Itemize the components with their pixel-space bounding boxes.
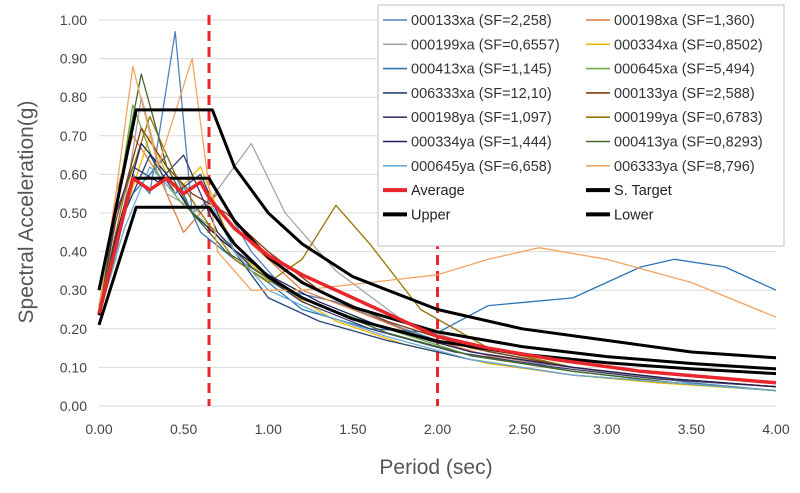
x-tick-label: 3.00 xyxy=(593,421,620,437)
y-tick-label: 0.60 xyxy=(60,166,87,182)
x-tick-label: 0.00 xyxy=(85,421,112,437)
legend-label: 000334ya (SF=1,444) xyxy=(411,135,552,151)
y-tick-label: 0.40 xyxy=(60,244,87,260)
y-tick-label: 0.50 xyxy=(60,205,87,221)
x-tick-label: 1.50 xyxy=(339,421,366,437)
legend: 000133xa (SF=2,258) 000198xa (SF=1,360) 00… xyxy=(377,4,785,247)
legend-label: 000133ya (SF=2,588) xyxy=(614,86,755,102)
record-series-line xyxy=(98,57,777,318)
y-tick-label: 0.90 xyxy=(60,51,87,67)
record-series-line xyxy=(98,73,777,392)
legend-label: 000133xa (SF=2,258) xyxy=(411,13,552,29)
envelope-series-line xyxy=(97,176,777,371)
legend-label: 000199xa (SF=0,6557) xyxy=(411,37,560,53)
x-axis-title: Period (sec) xyxy=(379,456,492,479)
y-tick-label: 0.80 xyxy=(60,89,87,105)
x-tick-label: 3.50 xyxy=(678,421,705,437)
legend-label: S. Target xyxy=(614,183,672,199)
legend-label: 000413ya (SF=0,8293) xyxy=(614,135,763,151)
envelope-series-line xyxy=(97,205,777,376)
axis-ticks: 0.00 0.10 0.20 0.30 0.40 0.50 0.60 0.70 0.80 0.90… xyxy=(60,12,790,437)
legend-label: Average xyxy=(411,183,465,199)
y-tick-label: 0.20 xyxy=(60,321,87,337)
envelope-series-line xyxy=(97,176,777,385)
x-tick-label: 1.00 xyxy=(255,421,282,437)
x-tick-label: 4.00 xyxy=(762,421,789,437)
legend-label: 006333xa (SF=12,10) xyxy=(411,86,552,102)
legend-label: 000198ya (SF=1,097) xyxy=(411,110,552,126)
legend-box xyxy=(377,4,785,247)
y-tick-label: 1.00 xyxy=(60,12,87,28)
x-tick-label: 0.50 xyxy=(170,421,197,437)
y-tick-label: 0.00 xyxy=(60,398,87,414)
record-series-lines xyxy=(98,30,777,392)
envelope-series-line xyxy=(97,108,777,360)
y-tick-label: 0.30 xyxy=(60,282,87,298)
y-axis-title: Spectral Acceleration(g) xyxy=(15,101,38,324)
legend-label: 000645ya (SF=6,658) xyxy=(411,159,552,175)
y-tick-label: 0.10 xyxy=(60,359,87,375)
y-tick-label: 0.70 xyxy=(60,128,87,144)
legend-label: Lower xyxy=(614,207,654,223)
envelope-series-lines xyxy=(97,108,777,385)
legend-label: 000199ya (SF=0,6783) xyxy=(614,110,763,126)
x-tick-label: 2.50 xyxy=(509,421,536,437)
legend-label: 000334xa (SF=0,8502) xyxy=(614,37,763,53)
legend-label: Upper xyxy=(411,207,451,223)
legend-label: 006333ya (SF=8,796) xyxy=(614,159,755,175)
legend-label: 000413xa (SF=1,145) xyxy=(411,62,552,78)
legend-label: 000645xa (SF=5,494) xyxy=(614,62,755,78)
legend-label: 000198xa (SF=1,360) xyxy=(614,13,755,29)
x-tick-label: 2.00 xyxy=(424,421,451,437)
